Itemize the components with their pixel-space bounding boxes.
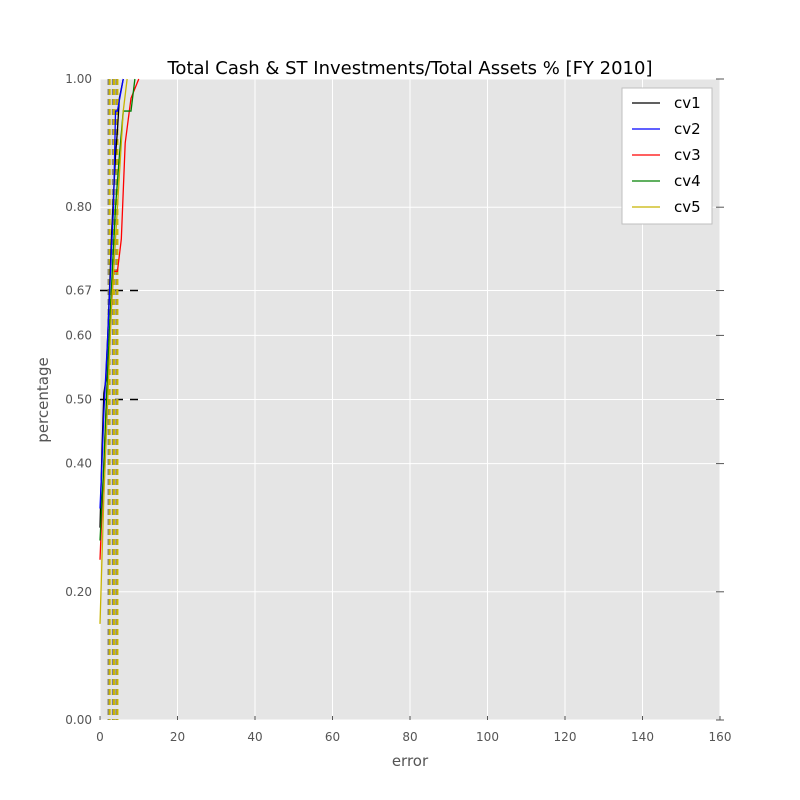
y-tick-label: 0.67	[65, 284, 92, 298]
series-lines	[99, 78, 140, 624]
x-tick-label: 40	[247, 730, 262, 744]
y-tick-label: 0.80	[65, 200, 92, 214]
series-line-cv4	[99, 78, 136, 541]
x-axis-label: error	[392, 752, 429, 770]
x-tick-label: 60	[325, 730, 340, 744]
legend-box	[621, 87, 713, 225]
legend: cv1 cv2 cv3 cv4 cv5	[621, 87, 713, 225]
legend-label-cv2: cv2	[674, 120, 701, 138]
series-line-cv2	[99, 78, 124, 509]
legend-label-cv5: cv5	[674, 198, 701, 216]
y-tick-label: 0.50	[65, 393, 92, 407]
x-tick-label: 20	[170, 730, 185, 744]
x-tick-label: 0	[96, 730, 104, 744]
y-tick-label: 0.00	[65, 713, 92, 727]
y-tick-label: 1.00	[65, 72, 92, 86]
legend-label-cv1: cv1	[674, 94, 701, 112]
y-tick-label: 0.60	[65, 328, 92, 342]
x-tick-label: 160	[709, 730, 732, 744]
y-axis-label: percentage	[34, 357, 52, 442]
x-tick-label: 140	[631, 730, 654, 744]
axis-ticks: 0 20 40 60 80 100 120 140 160 0.00 0.20 0.40 0.50 0.6…	[65, 72, 731, 744]
y-tick-label: 0.40	[65, 457, 92, 471]
x-tick-label: 100	[476, 730, 499, 744]
series-line-cv5	[99, 78, 128, 624]
x-tick-label: 80	[402, 730, 417, 744]
x-tick-label: 120	[554, 730, 577, 744]
legend-label-cv4: cv4	[674, 172, 701, 190]
chart-title: Total Cash & ST Investments/Total Assets…	[167, 58, 653, 79]
y-tick-label: 0.20	[65, 585, 92, 599]
legend-label-cv3: cv3	[674, 146, 701, 164]
reference-lines	[100, 79, 139, 720]
